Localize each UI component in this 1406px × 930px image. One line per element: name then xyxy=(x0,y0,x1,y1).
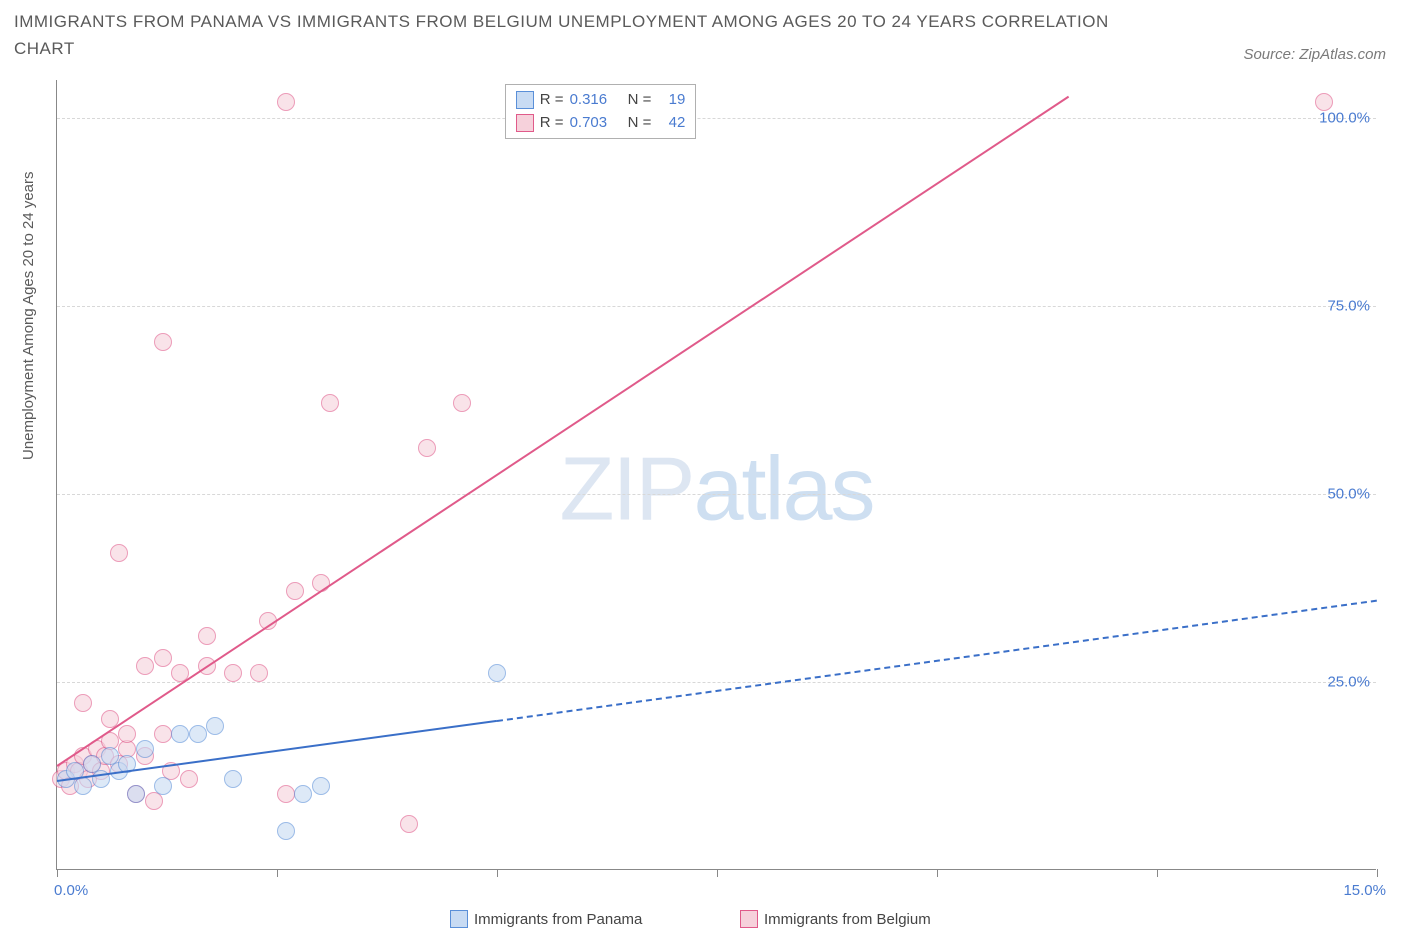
legend-n-label: N = xyxy=(628,89,652,112)
chart-title: IMMIGRANTS FROM PANAMA VS IMMIGRANTS FRO… xyxy=(14,8,1134,62)
stats-legend: R = 0.316 N =19 R = 0.703 N =42 xyxy=(505,84,697,139)
y-axis-title: Unemployment Among Ages 20 to 24 years xyxy=(20,171,37,460)
watermark: ZIPatlas xyxy=(559,439,873,542)
gridline-h xyxy=(57,306,1376,307)
x-tick xyxy=(1157,869,1158,877)
scatter-point-panama xyxy=(189,725,207,743)
x-tick xyxy=(57,869,58,877)
plot-area: ZIPatlas 25.0% 50.0% 75.0% 100.0% xyxy=(56,80,1376,870)
scatter-point-belgium xyxy=(277,785,295,803)
scatter-point-belgium xyxy=(418,439,436,457)
x-tick xyxy=(277,869,278,877)
scatter-point-belgium xyxy=(453,394,471,412)
scatter-point-belgium xyxy=(110,544,128,562)
scatter-point-belgium xyxy=(136,657,154,675)
scatter-point-panama xyxy=(127,785,145,803)
legend-label: Immigrants from Panama xyxy=(474,911,642,928)
scatter-point-panama xyxy=(488,664,506,682)
gridline-h xyxy=(57,682,1376,683)
scatter-point-belgium xyxy=(118,725,136,743)
scatter-point-panama xyxy=(312,777,330,795)
y-tick-label: 100.0% xyxy=(1319,109,1370,126)
x-tick xyxy=(937,869,938,877)
scatter-point-belgium xyxy=(74,694,92,712)
scatter-point-belgium xyxy=(400,815,418,833)
y-tick-label: 25.0% xyxy=(1327,673,1370,690)
legend-swatch xyxy=(450,910,468,928)
x-tick xyxy=(717,869,718,877)
legend-r-label: R = xyxy=(540,112,564,135)
scatter-point-panama xyxy=(277,822,295,840)
legend-n-value: 19 xyxy=(657,89,685,112)
stats-legend-row: R = 0.703 N =42 xyxy=(516,112,686,135)
y-tick-label: 75.0% xyxy=(1327,297,1370,314)
legend-r-label: R = xyxy=(540,89,564,112)
scatter-point-belgium xyxy=(154,333,172,351)
scatter-point-belgium xyxy=(224,664,242,682)
scatter-point-belgium xyxy=(1315,93,1333,111)
scatter-point-panama xyxy=(171,725,189,743)
x-tick-label: 15.0% xyxy=(1343,882,1386,899)
gridline-h xyxy=(57,118,1376,119)
series-legend-belgium: Immigrants from Belgium xyxy=(740,910,931,928)
scatter-point-panama xyxy=(136,740,154,758)
x-tick xyxy=(1377,869,1378,877)
scatter-point-panama xyxy=(154,777,172,795)
scatter-point-belgium xyxy=(321,394,339,412)
y-tick-label: 50.0% xyxy=(1327,485,1370,502)
legend-swatch xyxy=(516,91,534,109)
legend-n-value: 42 xyxy=(657,112,685,135)
scatter-point-belgium xyxy=(180,770,198,788)
scatter-point-belgium xyxy=(198,627,216,645)
x-tick xyxy=(497,869,498,877)
legend-r-value: 0.316 xyxy=(570,89,622,112)
series-legend-panama: Immigrants from Panama xyxy=(450,910,642,928)
scatter-point-panama xyxy=(224,770,242,788)
legend-swatch xyxy=(740,910,758,928)
scatter-point-panama xyxy=(294,785,312,803)
gridline-h xyxy=(57,494,1376,495)
scatter-point-belgium xyxy=(154,649,172,667)
legend-n-label: N = xyxy=(628,112,652,135)
scatter-point-belgium xyxy=(277,93,295,111)
legend-swatch xyxy=(516,114,534,132)
scatter-point-panama xyxy=(206,717,224,735)
stats-legend-row: R = 0.316 N =19 xyxy=(516,89,686,112)
scatter-point-belgium xyxy=(286,582,304,600)
scatter-point-belgium xyxy=(154,725,172,743)
legend-r-value: 0.703 xyxy=(570,112,622,135)
trend-line xyxy=(497,599,1377,721)
source-attribution: Source: ZipAtlas.com xyxy=(1243,46,1386,63)
x-tick-label: 0.0% xyxy=(54,882,88,899)
legend-label: Immigrants from Belgium xyxy=(764,911,931,928)
scatter-point-panama xyxy=(74,777,92,795)
scatter-point-belgium xyxy=(250,664,268,682)
trend-line xyxy=(56,95,1069,766)
